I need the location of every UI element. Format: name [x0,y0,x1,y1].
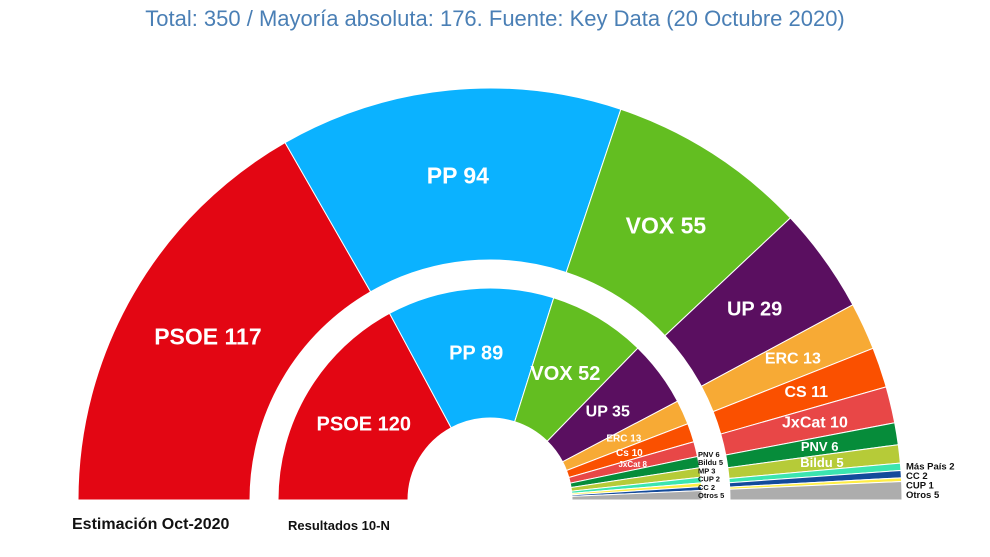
outer-label-cc: CC 2 [906,471,928,482]
inner-segment-otros [571,489,703,501]
outer-segment-psoe [77,141,372,501]
inner-ring-caption: Resultados 10-N [288,518,390,533]
inner-label-vox: VOX 52 [530,363,600,385]
inner-label-bildu: Bildu 5 [698,458,723,467]
outer-ring-estimacion [77,87,903,501]
inner-segment-psoe [277,312,452,501]
outer-label-up: UP 29 [727,299,782,321]
outer-label-erc: ERC 13 [765,351,821,368]
outer-label-m-s-pa-s: Más País 2 [906,462,955,473]
inner-label-cup: CUP 2 [698,475,720,484]
inner-ring-resultados [277,287,703,501]
inner-ring-labels: PSOE 120 PP 89 VOX 52 UP 35 ERC 13 Cs 10JxCat… [317,343,725,500]
inner-label-mp: MP 3 [698,466,715,475]
outer-segment-pp [284,87,622,293]
outer-label-cup: CUP 1 [906,481,935,492]
inner-label-jxcat: JxCat 8 [618,460,647,469]
outer-ring-labels: PSOE 117 PP 94 VOX 55 UP 29 ERC 13 CS 11 JxCat… [154,163,954,501]
outer-ring-caption: Estimación Oct-2020 [72,516,230,533]
inner-label-cc: CC 2 [698,483,715,492]
outer-segment-otros [729,480,903,501]
outer-label-cs: CS 11 [784,384,828,401]
inner-label-up: UP 35 [586,404,630,421]
inner-label-cs: Cs 10 [616,448,643,459]
outer-label-otros: Otros 5 [906,490,940,501]
outer-label-pp: PP 94 [427,163,489,189]
outer-label-psoe: PSOE 117 [154,324,261,350]
inner-label-otros: Otros 5 [698,491,724,500]
inner-label-pp: PP 89 [449,343,503,365]
outer-label-bildu: Bildu 5 [800,455,843,470]
chart-title: Total: 350 / Mayoría absoluta: 176. Fuen… [145,6,845,31]
inner-label-pnv: PNV 6 [698,450,720,459]
outer-label-jxcat: JxCat 10 [782,414,848,431]
inner-label-psoe: PSOE 120 [317,414,412,436]
inner-segment-pp [388,287,555,429]
inner-label-erc: ERC 13 [606,434,641,445]
outer-label-pnv: PNV 6 [801,439,839,454]
outer-label-vox: VOX 55 [626,213,707,239]
